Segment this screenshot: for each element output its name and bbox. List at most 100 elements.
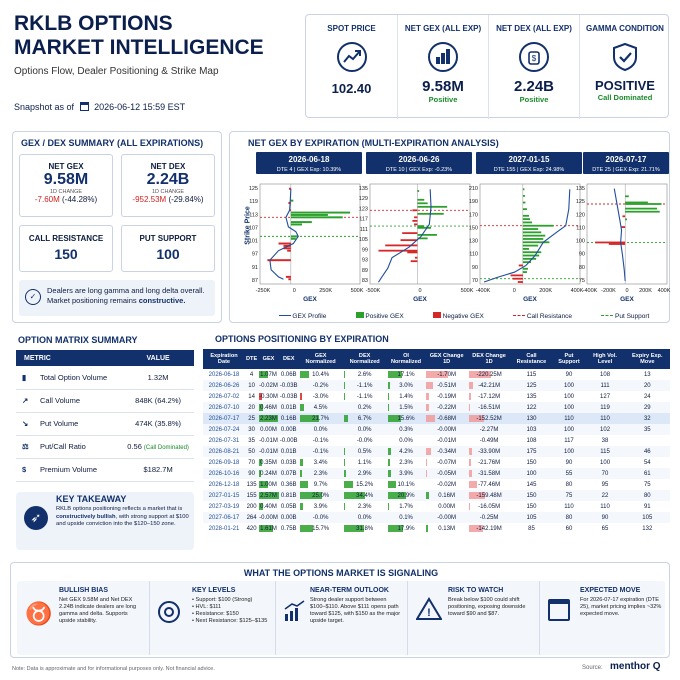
positions-cell: 0.13M xyxy=(438,525,455,532)
y-tick-label: 70 xyxy=(472,278,478,284)
page-title: RKLB OPTIONS MARKET INTELLIGENCE xyxy=(14,12,264,60)
negative-gex-bar xyxy=(287,249,291,252)
trend-up-icon xyxy=(336,42,367,72)
positive-gex-bar xyxy=(522,247,529,250)
positions-cell: -0.00M xyxy=(437,426,456,433)
signal-title: BULLISH BIAS xyxy=(59,587,108,594)
positions-cell: 80 xyxy=(565,514,573,521)
chart-title: 2026-06-26 xyxy=(399,155,440,164)
positions-cell: 90 xyxy=(248,470,255,477)
positions-cell: -0.0% xyxy=(312,514,329,521)
call-resistance-label: CALL RESISTANCE xyxy=(28,234,104,243)
positions-cell: 6.7% xyxy=(357,415,372,422)
cell-bar xyxy=(426,459,428,466)
positions-cell: 264 xyxy=(246,514,257,521)
positions-cell: -1.1% xyxy=(356,393,373,400)
positions-cell: -0.2% xyxy=(312,382,329,389)
chart-header xyxy=(583,152,669,174)
signal-risk: ! RISK TO WATCH Break below $100 could sh… xyxy=(407,581,537,655)
positions-cell: 0.5% xyxy=(357,448,372,455)
positions-row: 2026-06-18 4 1.07M 0.06B 10.4% 2.6% 17.1% -1.70… xyxy=(203,369,670,380)
positive-gex-bar xyxy=(290,213,328,216)
positions-cell: 105 xyxy=(642,514,653,521)
matrix-row: ↗ Call Volume 848K (64.2%) xyxy=(16,389,194,413)
y-tick-label: 83 xyxy=(362,278,368,284)
positions-cell: 0.2% xyxy=(357,404,372,411)
cell-bar xyxy=(259,371,269,378)
positions-col-header: DEX xyxy=(278,349,299,369)
negative-gex-bar xyxy=(621,226,626,228)
positions-cell: 70 xyxy=(248,459,255,466)
positions-cell: -31.58M xyxy=(478,470,501,477)
svg-text:!: ! xyxy=(427,607,431,619)
positions-cell: -0.01M xyxy=(259,437,278,444)
kpi-label: GAMMA CONDITION xyxy=(586,24,664,33)
calendar-icon xyxy=(79,102,89,111)
positions-cell: 14 xyxy=(248,393,255,400)
positions-row: 2027-06-17 264 -0.00M 0.00B -0.0% 0.0% 0.1% -0.… xyxy=(203,512,670,523)
net-dex-value: 2.24B xyxy=(146,171,190,188)
net-dex-label: NET DEX xyxy=(150,162,186,171)
net-dex-change: -952.53M xyxy=(132,195,167,204)
positions-cell: 2026-10-16 xyxy=(208,470,240,477)
positive-gex-bar xyxy=(522,224,554,227)
net-gex-label: NET GEX xyxy=(48,162,84,171)
positions-col-header: OI Normalized xyxy=(386,349,426,369)
positions-col-header: DEX Change 1D xyxy=(467,349,511,369)
signal-outlook: NEAR-TERM OUTLOOK Strong dealer support b… xyxy=(275,581,405,655)
positions-col-header: GEX xyxy=(258,349,279,369)
negative-gex-bar xyxy=(412,219,418,222)
cell-bar xyxy=(387,448,392,455)
snapshot-time: 2026-06-12 15:59 EST xyxy=(94,102,186,112)
cell-bar xyxy=(468,503,471,510)
negative-gex-bar xyxy=(267,259,291,262)
cell-bar xyxy=(343,470,346,477)
chart-header xyxy=(256,152,362,174)
title-line-2: MARKET INTELLIGENCE xyxy=(14,36,264,59)
bull-icon: ♉ xyxy=(25,601,53,626)
kpi-sub: Positive xyxy=(428,95,458,104)
positions-cell: 30 xyxy=(248,426,255,433)
y-tick-label: 107 xyxy=(249,225,258,231)
cell-bar xyxy=(426,393,429,400)
legend-gex-profile: GEX Profile xyxy=(278,313,326,320)
cell-bar xyxy=(299,492,322,499)
positive-gex-bar xyxy=(417,233,437,236)
x-axis-label: GEX xyxy=(413,296,427,303)
positions-cell: 0.24M xyxy=(260,470,277,477)
positions-cell: 24 xyxy=(643,393,651,400)
positions-cell: 0.3% xyxy=(399,426,413,433)
cell-bar xyxy=(387,492,406,499)
chart-plot-area xyxy=(479,183,581,285)
y-tick-label: 150 xyxy=(469,225,478,231)
positions-cell: 119 xyxy=(600,404,610,411)
negative-gex-bar xyxy=(289,187,291,190)
matrix-extra: (Call Dominated) xyxy=(143,445,189,451)
positive-gex-bar xyxy=(417,202,428,205)
positions-cell: 2026-07-02 xyxy=(208,393,240,400)
matrix-value: 848K (64.2%) xyxy=(135,396,182,405)
positions-cell: 0.03B xyxy=(280,459,297,466)
positions-cell: 55 xyxy=(565,470,573,477)
warning-icon: ! xyxy=(415,597,443,626)
cell-bar xyxy=(299,470,302,477)
positions-cell: 117 xyxy=(564,437,574,444)
cell-bar xyxy=(299,481,309,488)
positive-gex-bar xyxy=(522,234,546,237)
positions-row: 2026-07-24 30 0.00M 0.00B 0.0% 0.0% 0.3% -0.00M… xyxy=(203,424,670,435)
positions-cell: 110 xyxy=(600,415,610,422)
cell-bar xyxy=(343,382,345,389)
chart-subtitle: DTE 10 | GEX Exp: -0.23% xyxy=(386,167,452,173)
kpi-value: 102.40 xyxy=(331,81,372,96)
positions-cell: 0.0% xyxy=(399,437,413,444)
positions-cell: 75 xyxy=(565,492,573,499)
cell-bar xyxy=(259,459,263,466)
target-icon xyxy=(158,601,180,623)
positions-cell: -0.02M xyxy=(259,382,278,389)
y-tick-label: 105 xyxy=(359,237,368,243)
positive-gex-bar xyxy=(417,226,432,229)
x-tick-label: -500K xyxy=(366,288,381,294)
y-tick-label: 210 xyxy=(469,186,478,192)
signal-expected-move: EXPECTED MOVE For 2026-07-17 expiration (… xyxy=(539,581,665,655)
positions-cell: 0.01B xyxy=(280,448,297,455)
